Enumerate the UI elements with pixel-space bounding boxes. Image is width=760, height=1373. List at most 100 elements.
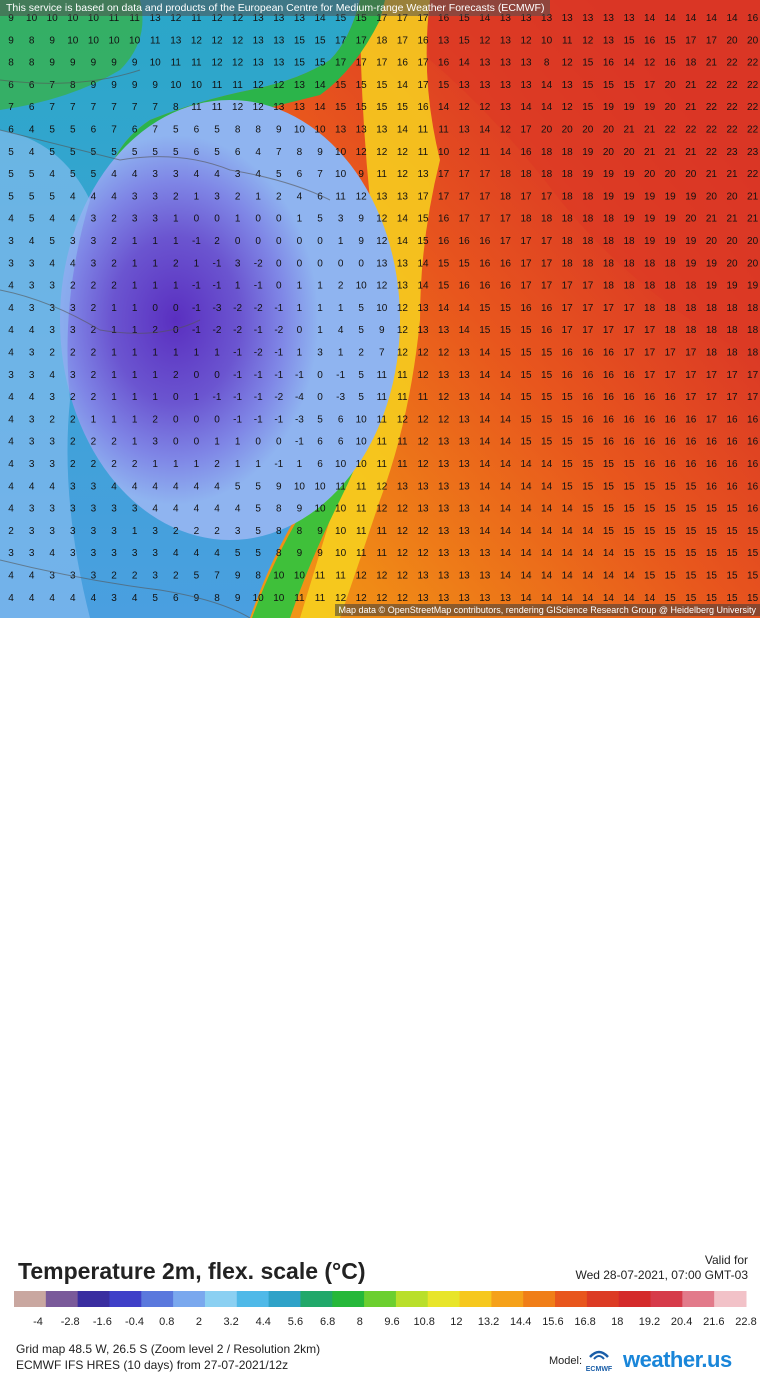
grid-value: 15	[438, 80, 450, 91]
colorbar-tick-label: 8	[357, 1316, 363, 1328]
grid-value: 4	[8, 303, 14, 314]
grid-value: -3	[336, 392, 345, 403]
grid-value: 14	[459, 58, 471, 69]
grid-value: 15	[541, 348, 553, 359]
grid-value: 15	[685, 593, 697, 604]
grid-value: 15	[479, 303, 491, 314]
grid-value: 1	[111, 348, 117, 359]
grid-value: 15	[562, 414, 574, 425]
grid-value: 15	[562, 459, 574, 470]
grid-value: 7	[111, 125, 117, 136]
grid-value: 0	[276, 281, 282, 292]
grid-value: 15	[520, 325, 532, 336]
grid-value: 4	[111, 191, 117, 202]
grid-value: -1	[192, 236, 201, 247]
grid-value: 0	[173, 325, 179, 336]
grid-value: 11	[335, 191, 346, 202]
grid-value: 6	[91, 125, 97, 136]
grid-value: 11	[377, 392, 388, 403]
grid-value: 14	[520, 548, 532, 559]
grid-value: 1	[132, 258, 138, 269]
grid-value: 14	[500, 548, 512, 559]
grid-value: 15	[706, 593, 718, 604]
state-border-line	[0, 129, 331, 201]
grid-value: 11	[356, 526, 367, 537]
grid-value: 14	[520, 526, 532, 537]
grid-value: 15	[706, 571, 718, 582]
colorbar-tick-label: 14.4	[510, 1316, 531, 1328]
grid-value: 14	[397, 80, 409, 91]
grid-value: 6	[297, 169, 303, 180]
hot-sea-zone	[420, 0, 760, 360]
grid-value: 5	[70, 169, 76, 180]
grid-value: 2	[91, 303, 97, 314]
grid-value: 14	[644, 593, 656, 604]
grid-value: 19	[644, 214, 656, 225]
grid-value: 17	[623, 325, 635, 336]
grid-value: 10	[67, 13, 79, 24]
grid-value: 13	[459, 481, 471, 492]
grid-value: 10	[356, 414, 368, 425]
grid-value: 12	[417, 526, 429, 537]
grid-value: 7	[91, 102, 97, 113]
grid-value: 13	[273, 13, 285, 24]
grid-value: 18	[665, 281, 677, 292]
grid-value: 0	[297, 258, 303, 269]
grid-value: 20	[706, 191, 718, 202]
grid-value: 4	[8, 392, 14, 403]
temperature-map[interactable]: 9 10 10 10 10 11 11 13 12 11 12 12 13 13 13 14 15 15 17 17 1…	[0, 0, 760, 618]
grid-value: 15	[541, 370, 553, 381]
grid-value: 12	[397, 504, 409, 515]
grid-value: 15	[685, 504, 697, 515]
grid-value: 18	[376, 35, 388, 46]
grid-value: 15	[726, 548, 738, 559]
grid-value: 15	[376, 102, 388, 113]
grid-value: 4	[29, 571, 35, 582]
grid-value: 11	[150, 35, 161, 46]
grid-value: 21	[685, 147, 697, 158]
grid-value: 0	[317, 236, 323, 247]
grid-value: 21	[623, 125, 635, 136]
grid-value: 15	[665, 35, 677, 46]
grid-value: 17	[417, 13, 429, 24]
grid-value: 5	[111, 147, 117, 158]
grid-value: 16	[438, 13, 450, 24]
grid-value: 4	[8, 459, 14, 470]
colorbar-tick-label: 9.6	[384, 1316, 399, 1328]
grid-value: 3	[70, 325, 76, 336]
grid-value: 1	[111, 370, 117, 381]
grid-value: 16	[665, 459, 677, 470]
grid-value: 3	[173, 169, 179, 180]
grid-value: 1	[255, 191, 261, 202]
grid-value: 5	[317, 214, 323, 225]
grid-value: 11	[418, 125, 429, 136]
grid-value: 2	[173, 571, 179, 582]
grid-value: 15	[541, 392, 553, 403]
grid-value: 7	[132, 102, 138, 113]
grid-value: 14	[397, 125, 409, 136]
grid-value: 3	[29, 348, 35, 359]
grid-value: 17	[644, 80, 656, 91]
grid-value: 4	[214, 504, 220, 515]
grid-value: 1	[338, 236, 344, 247]
grid-value: 0	[194, 370, 200, 381]
grid-value: 4	[8, 348, 14, 359]
grid-value: 14	[417, 281, 429, 292]
model-label: Model:	[549, 1355, 583, 1367]
grid-value: 20	[603, 125, 615, 136]
grid-value: 4	[173, 481, 179, 492]
grid-value: 4	[214, 481, 220, 492]
grid-value: 3	[29, 303, 35, 314]
grid-value: 0	[194, 414, 200, 425]
grid-value: 9	[111, 80, 117, 91]
valid-for-label: Valid for	[704, 1253, 748, 1267]
weather-us-logo[interactable]: weather.us	[623, 1347, 732, 1372]
grid-value: 3	[152, 437, 158, 448]
grid-value: 18	[644, 303, 656, 314]
osm-attribution[interactable]: Map data © OpenStreetMap contributors, r…	[334, 604, 760, 616]
grid-value: 9	[91, 80, 97, 91]
grid-value: 14	[314, 80, 326, 91]
grid-value: 17	[685, 35, 697, 46]
grid-value: 18	[582, 214, 594, 225]
grid-value: 3	[29, 437, 35, 448]
